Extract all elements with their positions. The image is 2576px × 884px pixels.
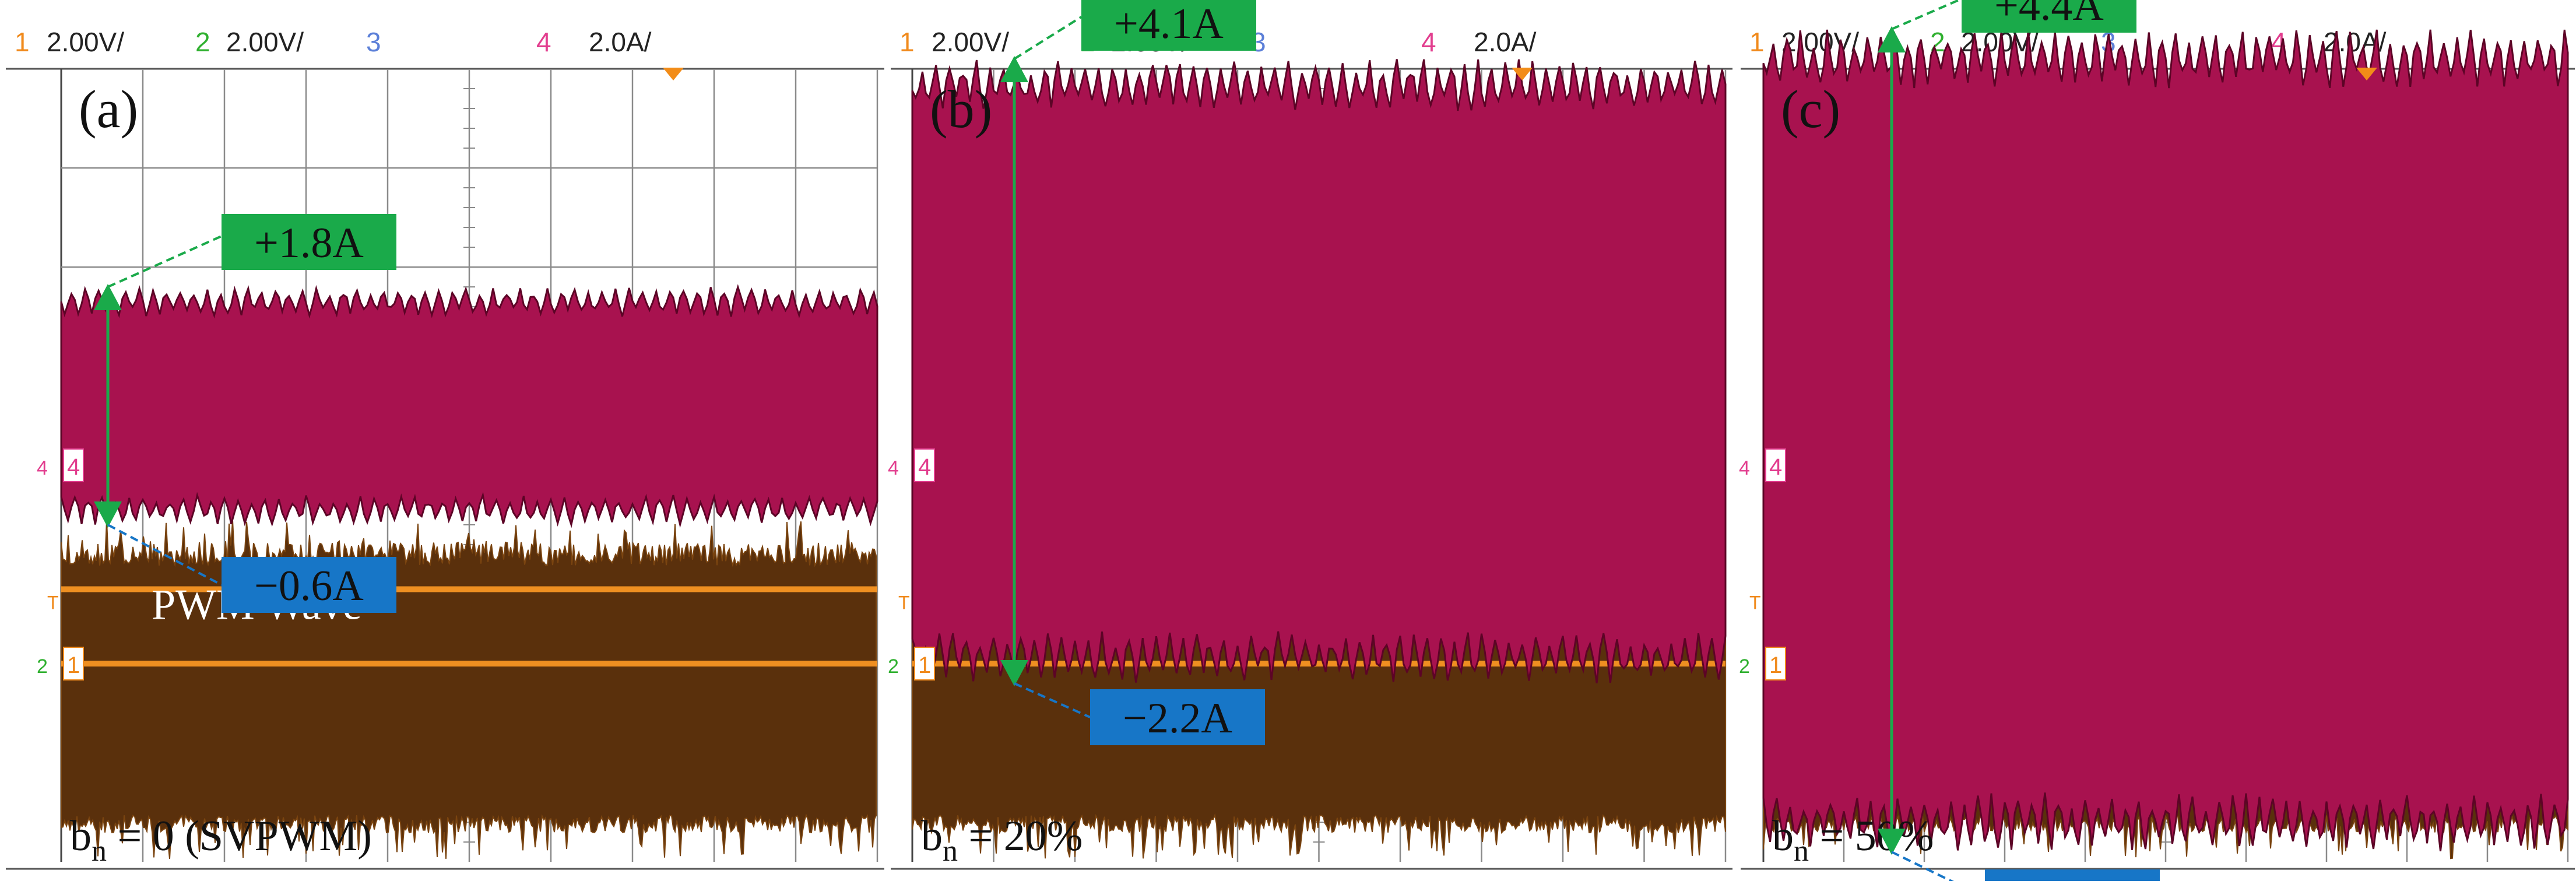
trigger-position-marker — [663, 68, 684, 80]
negative-peak-label: −0.6A — [254, 562, 364, 610]
condition-b: b — [1772, 812, 1794, 860]
negative-leader-line — [1014, 682, 1091, 718]
positive-peak-label: +4.4A — [1994, 0, 2104, 30]
channel-markers: 44 12 T — [1739, 448, 1786, 680]
condition-subscript: n — [1794, 834, 1809, 868]
ch4-scale: 2.0A/ — [1474, 27, 1537, 57]
ch2-side-label: 2 — [1739, 655, 1750, 678]
condition-label: bn = 20% — [921, 812, 1083, 868]
phase-current-waveform — [60, 284, 878, 528]
arrow-head-down — [1000, 660, 1028, 686]
phase-current-waveform — [1762, 29, 2569, 851]
ch4-ground-marker: 4 — [67, 454, 80, 480]
condition-b: b — [70, 812, 92, 860]
negative-leader-line — [107, 524, 222, 586]
ch4-ground-marker-box — [63, 448, 84, 482]
ch1-scale: 2.00V/ — [932, 27, 1009, 57]
trigger-level-marker: T — [898, 592, 910, 613]
ch4-side-label: 4 — [37, 457, 48, 479]
ch2-number: 2 — [195, 27, 210, 57]
ch4-scale: 2.0A/ — [589, 27, 652, 57]
ch1-ground-marker-box — [1765, 647, 1786, 680]
ch1-scale: 2.00V/ — [47, 27, 124, 57]
pwm-waveform — [61, 520, 877, 859]
ch4-ground-marker: 4 — [918, 454, 931, 480]
ch4-number: 4 — [1421, 27, 1436, 57]
condition-label: bn = 50% — [1772, 812, 1934, 868]
trigger-position-marker — [1512, 68, 1533, 80]
condition-subscript: n — [92, 834, 107, 868]
condition-label: bn = 0 (SVPWM) — [70, 812, 372, 868]
arrow-head-up — [94, 284, 122, 310]
trigger-position-marker — [2356, 68, 2377, 80]
ch2-side-label: 2 — [37, 655, 48, 678]
pwm-low-level — [912, 661, 1725, 666]
ch3-number: 3 — [366, 27, 381, 57]
ch1-number: 1 — [15, 27, 30, 57]
positive-leader-line — [107, 235, 222, 288]
negative-peak-label: −3.9A — [2018, 875, 2127, 881]
ch1-ground-marker-box — [63, 647, 84, 680]
panel-2: 12.00V/22.00V/342.0A/PWM Wave4412T(b)bn … — [888, 0, 1732, 870]
ch1-ground-marker: 1 — [1769, 653, 1782, 678]
ch1-ground-marker: 1 — [67, 653, 80, 678]
arrow-head-up — [1878, 26, 1906, 52]
ch4-ground-marker-box — [914, 448, 935, 482]
panel-label: (c) — [1781, 79, 1840, 139]
panel-label: (a) — [79, 79, 138, 139]
trigger-level-marker: T — [47, 592, 59, 613]
ch4-ground-marker-box — [1765, 448, 1786, 482]
pwm-high-level — [61, 586, 877, 592]
arrow-head-down — [1878, 829, 1906, 855]
phase-current-waveform — [911, 59, 1727, 683]
negative-peak-box — [222, 557, 396, 613]
positive-leader-line — [1891, 0, 1962, 30]
channel-markers: 44 12 T — [37, 448, 84, 680]
positive-peak-box — [222, 214, 396, 270]
ch2-scale: 2.00V/ — [226, 27, 304, 57]
arrow-head-up — [1000, 56, 1028, 82]
panel-label: (b) — [930, 79, 992, 139]
negative-peak-box — [1090, 689, 1265, 745]
trigger-level-marker: T — [1749, 592, 1761, 613]
positive-peak-label: +4.1A — [1114, 0, 1224, 48]
channel-markers: 44 12 T — [888, 448, 935, 680]
positive-peak-box — [1081, 0, 1256, 51]
ch2-side-label: 2 — [888, 655, 899, 678]
ch4-number: 4 — [536, 27, 551, 57]
condition-b: b — [921, 812, 943, 860]
positive-peak-label: +1.8A — [254, 219, 364, 267]
pwm-low-level — [61, 661, 877, 666]
positive-leader-line — [1013, 16, 1083, 60]
condition-value: = 0 (SVPWM) — [107, 812, 372, 860]
condition-value: = 20% — [958, 812, 1083, 860]
ch1-scale: 2.00V/ — [1781, 27, 1859, 57]
ch1-number: 1 — [1749, 27, 1765, 57]
ch4-ground-marker: 4 — [1769, 454, 1782, 480]
condition-value: = 50% — [1809, 812, 1934, 860]
negative-peak-label: −2.2A — [1123, 694, 1232, 742]
panel-3: 12.00V/22.00V/342.0A/PWM Wave4412T(c)bn … — [1739, 0, 2575, 884]
negative-leader-line — [1891, 851, 1960, 884]
panel-1: 12.00V/22.00V/342.0A/PWM Wave4412T(a)bn … — [6, 27, 884, 870]
ch4-side-label: 4 — [888, 457, 899, 479]
ch4-side-label: 4 — [1739, 457, 1750, 479]
arrow-head-down — [94, 501, 122, 528]
ch1-ground-marker: 1 — [918, 653, 931, 678]
ch1-number: 1 — [899, 27, 915, 57]
ch1-ground-marker-box — [914, 647, 935, 680]
positive-peak-box — [1962, 0, 2136, 33]
condition-subscript: n — [943, 834, 958, 868]
